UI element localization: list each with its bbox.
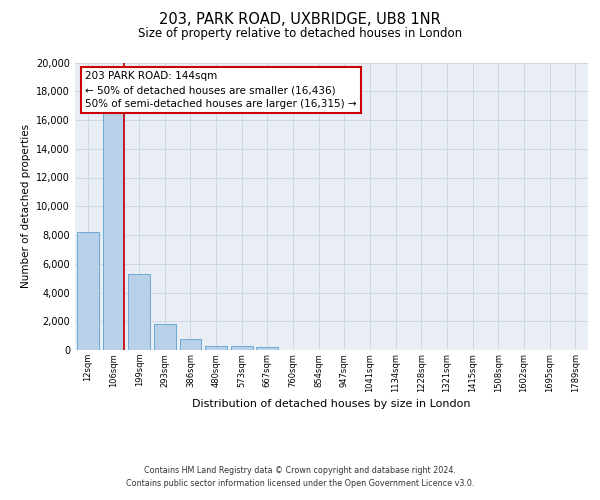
Y-axis label: Number of detached properties: Number of detached properties xyxy=(21,124,31,288)
Text: 203, PARK ROAD, UXBRIDGE, UB8 1NR: 203, PARK ROAD, UXBRIDGE, UB8 1NR xyxy=(159,12,441,28)
Bar xyxy=(179,339,202,350)
X-axis label: Distribution of detached houses by size in London: Distribution of detached houses by size … xyxy=(192,399,471,409)
Bar xyxy=(205,346,227,350)
Text: 203 PARK ROAD: 144sqm
← 50% of detached houses are smaller (16,436)
50% of semi-: 203 PARK ROAD: 144sqm ← 50% of detached … xyxy=(85,71,357,109)
Bar xyxy=(256,347,278,350)
Bar xyxy=(103,113,124,350)
Bar xyxy=(154,324,176,350)
Text: Size of property relative to detached houses in London: Size of property relative to detached ho… xyxy=(138,28,462,40)
Text: Contains HM Land Registry data © Crown copyright and database right 2024.
Contai: Contains HM Land Registry data © Crown c… xyxy=(126,466,474,487)
Bar xyxy=(128,274,150,350)
Bar xyxy=(77,232,99,350)
Bar xyxy=(231,346,253,350)
